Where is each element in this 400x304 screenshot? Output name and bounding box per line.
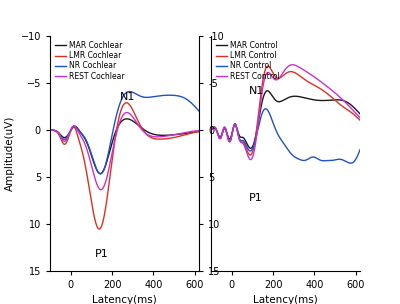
Legend: MAR Cochlear, LMR Cochlear, NR Cochlear, REST Cochlear: MAR Cochlear, LMR Cochlear, NR Cochlear,…: [54, 40, 126, 81]
LMR Control: [272, 74, 277, 78]
MAR Control: [315, 98, 320, 102]
MAR Control: [225, 133, 230, 136]
REST Cochlear: [124, 111, 129, 114]
Line: MAR Control: MAR Control: [211, 91, 360, 148]
NR Control: [225, 133, 230, 137]
REST Control: [338, 95, 342, 99]
MAR Control: [247, 146, 252, 150]
REST Control: [247, 157, 252, 161]
MAR Cochlear: [112, 135, 116, 139]
MAR Cochlear: [160, 133, 165, 137]
MAR Control: [358, 112, 362, 116]
LMR Control: [247, 153, 252, 157]
MAR Cochlear: [48, 128, 52, 132]
LMR Control: [225, 133, 230, 137]
REST Cochlear: [160, 135, 165, 138]
REST Cochlear: [64, 138, 69, 142]
LMR Control: [321, 89, 326, 93]
X-axis label: Latency(ms): Latency(ms): [253, 295, 318, 304]
NR Control: [321, 159, 326, 163]
NR Cochlear: [64, 136, 69, 140]
REST Control: [225, 133, 230, 137]
Text: P1: P1: [249, 192, 263, 202]
NR Control: [263, 107, 268, 111]
NR Cochlear: [86, 145, 91, 148]
LMR Cochlear: [124, 101, 129, 105]
LMR Cochlear: [97, 227, 102, 231]
X-axis label: Latency(ms): Latency(ms): [92, 295, 157, 304]
REST Cochlear: [98, 188, 103, 192]
LMR Control: [266, 64, 270, 68]
LMR Cochlear: [48, 128, 52, 132]
Line: NR Control: NR Control: [211, 109, 360, 163]
MAR Cochlear: [154, 133, 159, 137]
MAR Cochlear: [124, 117, 129, 121]
LMR Control: [315, 85, 320, 89]
NR Cochlear: [160, 94, 165, 97]
Y-axis label: Amplitude(uV): Amplitude(uV): [5, 116, 15, 191]
MAR Cochlear: [64, 135, 69, 139]
Line: REST Control: REST Control: [211, 65, 360, 160]
NR Control: [272, 126, 277, 129]
NR Cochlear: [176, 94, 181, 98]
MAR Cochlear: [98, 172, 103, 175]
REST Control: [290, 63, 295, 67]
NR Control: [247, 149, 252, 153]
NR Control: [208, 128, 213, 132]
NR Cochlear: [197, 109, 202, 113]
NR Cochlear: [48, 128, 52, 132]
REST Control: [248, 158, 253, 161]
NR Cochlear: [112, 125, 116, 129]
Line: REST Cochlear: REST Cochlear: [50, 112, 199, 190]
NR Cochlear: [98, 172, 103, 176]
REST Cochlear: [176, 132, 181, 136]
MAR Control: [248, 147, 253, 150]
Line: NR Cochlear: NR Cochlear: [50, 92, 199, 174]
REST Cochlear: [48, 128, 52, 132]
Line: LMR Control: LMR Control: [211, 66, 360, 155]
LMR Cochlear: [160, 137, 165, 141]
REST Control: [272, 78, 277, 81]
REST Control: [321, 82, 326, 85]
NR Cochlear: [154, 94, 159, 98]
LMR Control: [338, 102, 342, 106]
REST Cochlear: [112, 143, 116, 147]
NR Control: [348, 161, 353, 165]
Legend: MAR Control, LMR Control, NR Control, REST Control: MAR Control, LMR Control, NR Control, RE…: [215, 40, 280, 81]
REST Control: [315, 77, 320, 81]
LMR Cochlear: [176, 135, 181, 138]
LMR Cochlear: [154, 137, 159, 141]
REST Cochlear: [86, 154, 91, 157]
Line: LMR Cochlear: LMR Cochlear: [50, 103, 199, 229]
NR Control: [337, 157, 342, 161]
LMR Cochlear: [86, 184, 91, 187]
REST Control: [208, 128, 213, 132]
REST Cochlear: [197, 129, 202, 133]
MAR Cochlear: [197, 130, 202, 133]
LMR Control: [358, 118, 362, 122]
Text: P1: P1: [94, 249, 108, 259]
Text: N1: N1: [248, 86, 264, 96]
MAR Cochlear: [176, 133, 181, 136]
NR Control: [315, 157, 320, 160]
NR Cochlear: [127, 90, 132, 93]
REST Control: [358, 116, 362, 119]
LMR Cochlear: [64, 141, 69, 145]
MAR Control: [321, 99, 326, 102]
LMR Control: [248, 153, 253, 157]
LMR Cochlear: [112, 145, 116, 149]
MAR Cochlear: [86, 146, 91, 149]
NR Control: [358, 148, 362, 152]
LMR Control: [208, 128, 213, 132]
LMR Cochlear: [197, 130, 202, 133]
Line: MAR Cochlear: MAR Cochlear: [50, 119, 199, 174]
MAR Control: [272, 98, 277, 102]
Text: N1: N1: [120, 92, 135, 102]
MAR Control: [208, 128, 213, 132]
MAR Control: [338, 98, 342, 102]
REST Cochlear: [154, 135, 159, 139]
MAR Control: [265, 89, 270, 93]
